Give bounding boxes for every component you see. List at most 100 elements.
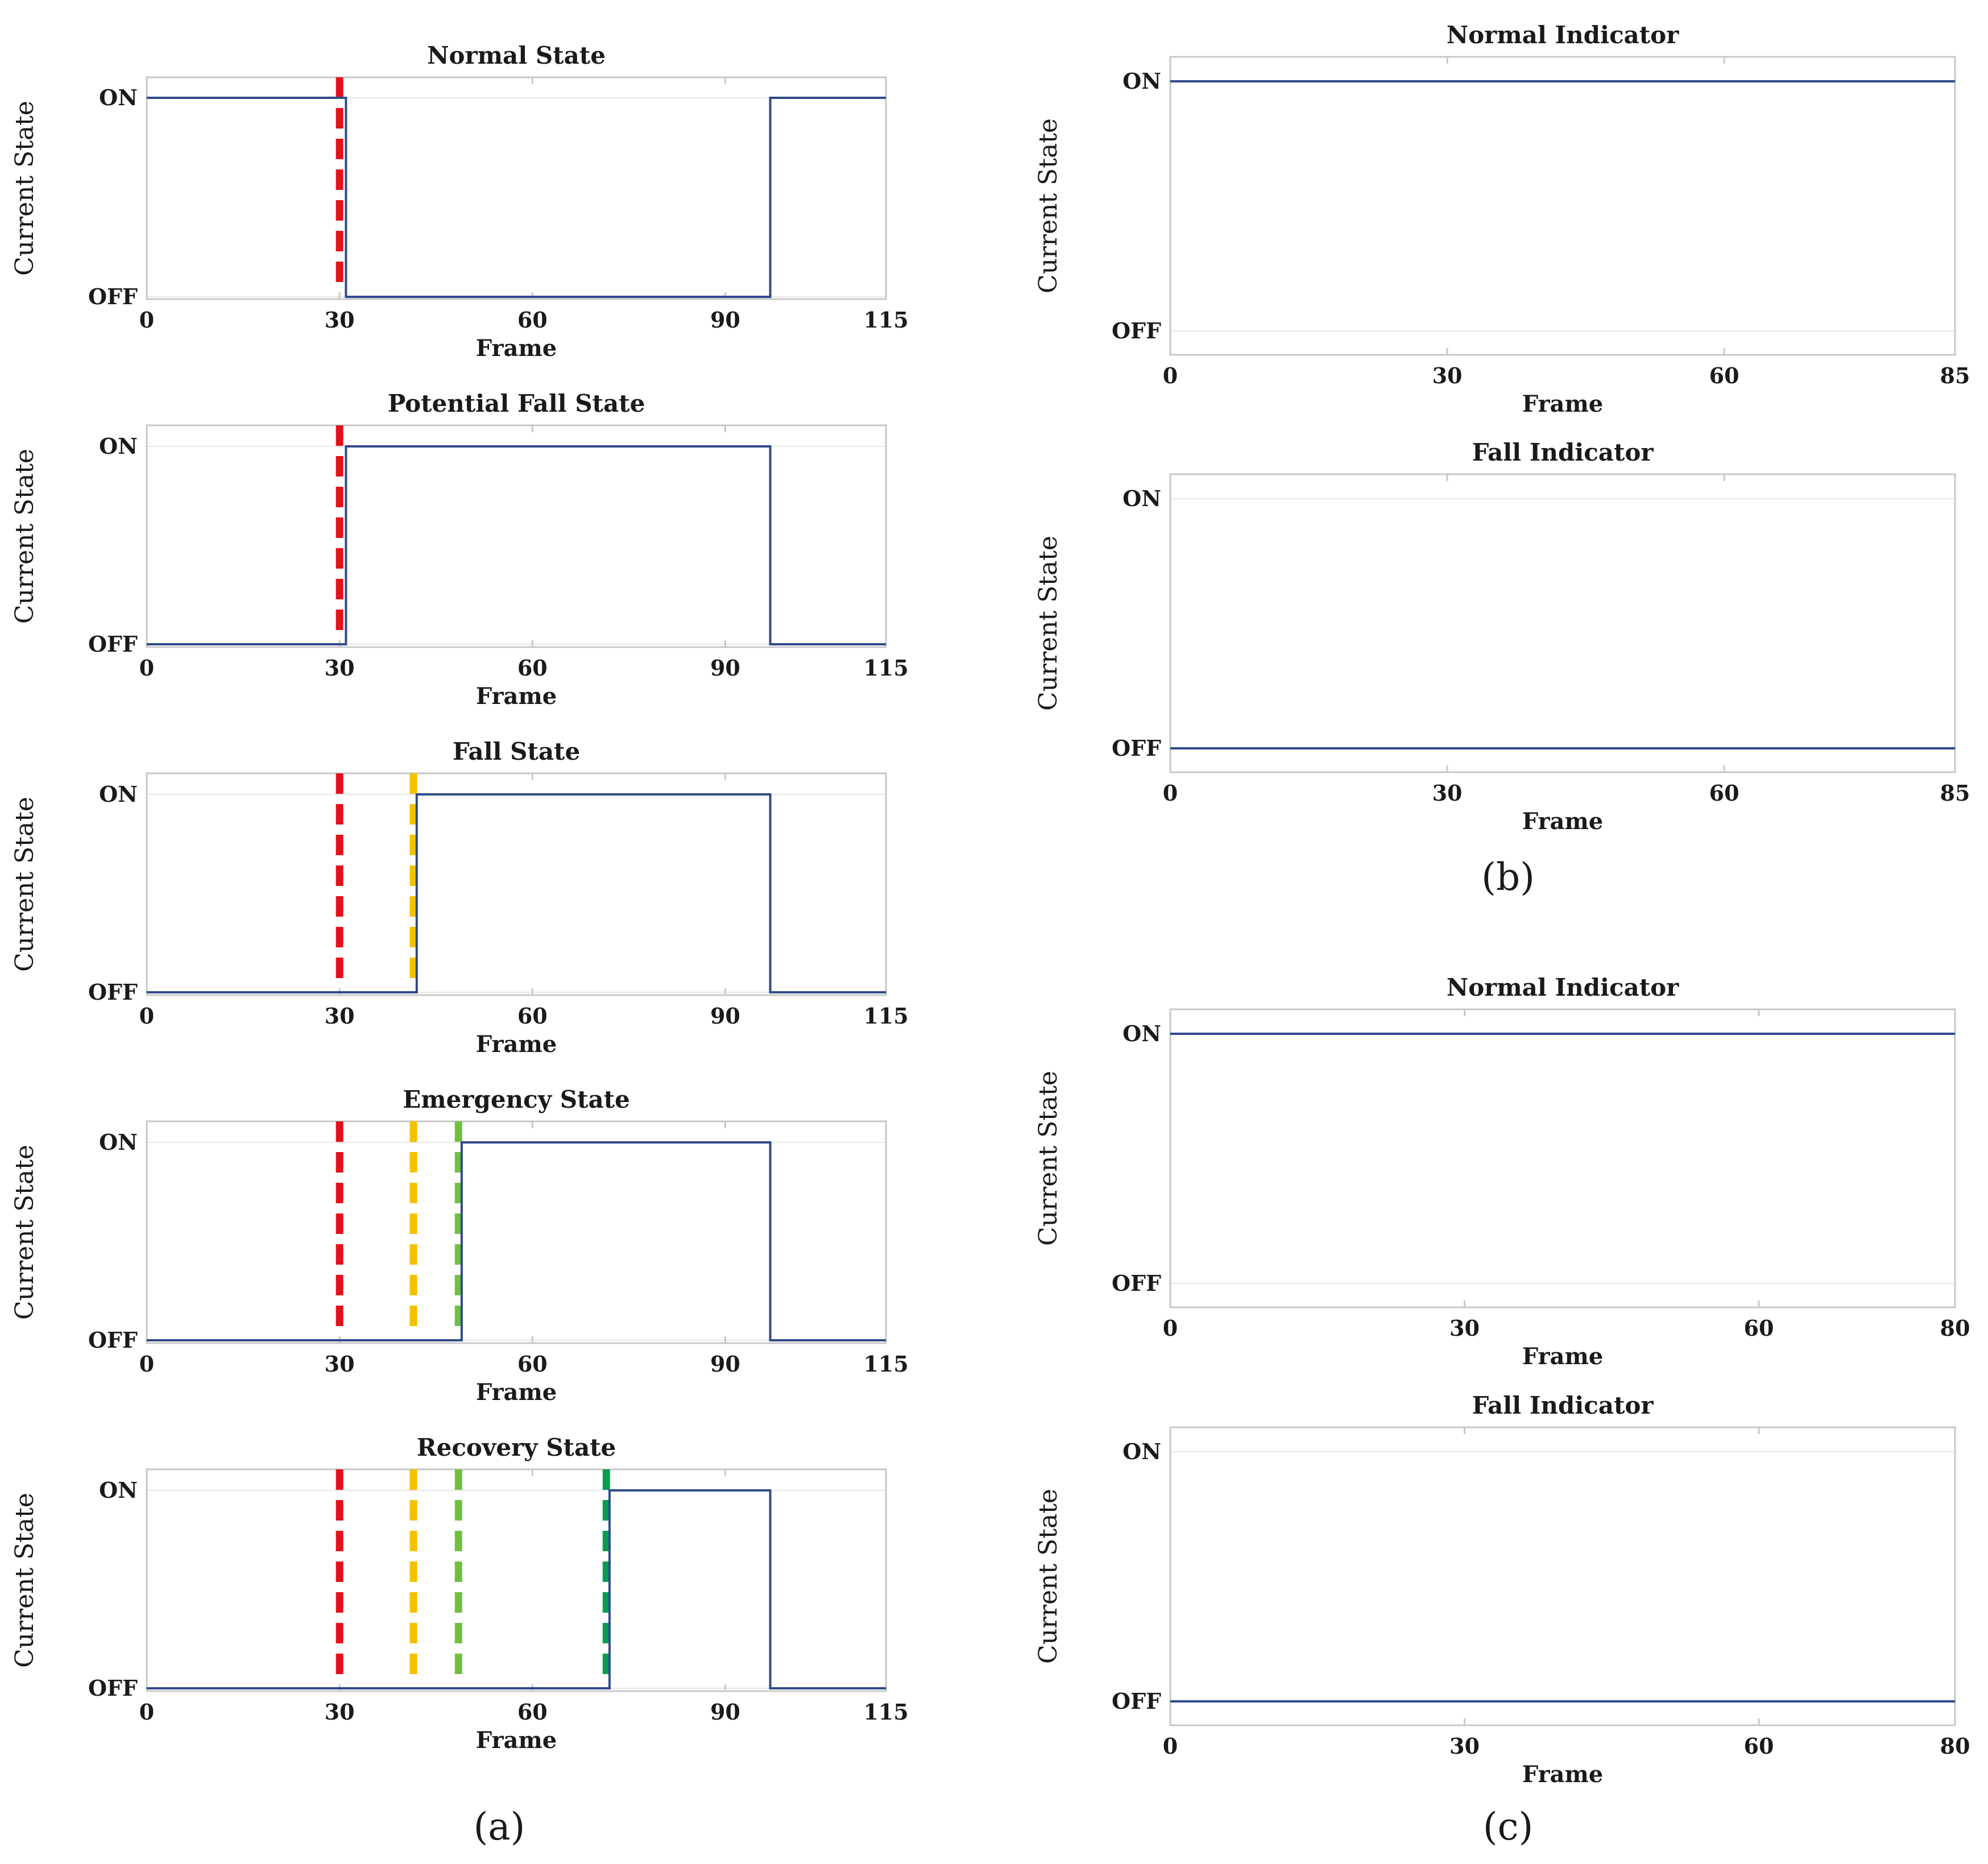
y-axis-label: Current State — [10, 101, 39, 276]
xtick-label: 85 — [1940, 363, 1970, 388]
plot-frame — [1169, 473, 1956, 773]
series-line — [147, 445, 886, 645]
xtick-label: 30 — [1432, 363, 1463, 388]
y-axis-label: Current State — [1034, 1489, 1063, 1664]
chart-title: Normal State — [427, 42, 606, 69]
xtick-label: 30 — [325, 1003, 355, 1029]
plot-frame — [146, 1468, 887, 1692]
chart-title: Fall State — [453, 738, 580, 765]
xtick-label: 0 — [139, 1003, 154, 1029]
ytick-label-on: ON — [99, 433, 138, 459]
xtick-label: 60 — [517, 1003, 548, 1029]
chart-a1: Normal State ON OFF Current State 0 30 60 90 115… — [10, 42, 909, 362]
x-axis-label: Frame — [476, 1379, 557, 1406]
xtick-label: 115 — [863, 1351, 908, 1377]
ytick-label-on: ON — [99, 1129, 138, 1155]
xtick-label: 60 — [1709, 780, 1740, 806]
ytick-label-off: OFF — [1112, 1688, 1161, 1714]
y-axis-label: Current State — [10, 1145, 39, 1320]
x-axis-label: Frame — [1522, 1761, 1603, 1788]
xtick-label: 60 — [517, 655, 548, 681]
ytick-label-on: ON — [1123, 486, 1161, 511]
chart-a3: Fall State ON OFF Current State 0 30 60 90 115 Fr… — [10, 738, 909, 1058]
xtick-label: 30 — [325, 1699, 355, 1725]
chart-title: Normal Indicator — [1447, 974, 1679, 1001]
plot-frame — [1169, 56, 1956, 356]
ytick-label-off: OFF — [1112, 735, 1161, 761]
x-axis-label: Frame — [1522, 1343, 1603, 1370]
xtick-label: 90 — [710, 1351, 740, 1377]
xtick-label: 60 — [1744, 1733, 1774, 1759]
xtick-label: 30 — [1449, 1315, 1480, 1341]
chart-title: Emergency State — [403, 1086, 630, 1113]
chart-title: Normal Indicator — [1447, 21, 1679, 49]
xtick-label: 115 — [863, 1699, 908, 1725]
series-line — [147, 793, 886, 993]
ytick-label-off: OFF — [88, 1675, 138, 1701]
series-line — [147, 1489, 886, 1689]
ytick-label-off: OFF — [88, 979, 138, 1005]
plot-frame — [146, 424, 887, 648]
xtick-label: 0 — [139, 1699, 154, 1725]
ytick-label-on: ON — [1123, 1439, 1161, 1464]
xtick-label: 115 — [863, 1003, 908, 1029]
chart-title: Recovery State — [417, 1434, 616, 1461]
xtick-label: 30 — [1432, 780, 1463, 806]
ytick-label-on: ON — [99, 781, 138, 807]
xtick-label: 60 — [517, 1351, 548, 1377]
xtick-label: 60 — [1744, 1315, 1774, 1341]
xtick-label: 30 — [325, 307, 355, 333]
xtick-label: 0 — [1163, 363, 1178, 388]
chart-title: Fall Indicator — [1472, 438, 1654, 466]
xtick-label: 30 — [1449, 1733, 1480, 1759]
chart-b1: Normal Indicator ON OFF Current State 0 30 60 8… — [1034, 21, 1970, 417]
x-axis-label: Frame — [476, 683, 557, 710]
chart-c2: Fall Indicator ON OFF Current State 0 30 60 80 F… — [1034, 1391, 1970, 1788]
xtick-label: 30 — [325, 655, 355, 681]
ytick-label-off: OFF — [88, 631, 138, 657]
plot-frame — [1169, 1008, 1956, 1308]
plot-frame — [1169, 1426, 1956, 1726]
xtick-label: 0 — [1163, 780, 1178, 806]
chart-a4: Emergency State ON OFF Current State 0 30 60 90… — [10, 1086, 909, 1406]
y-axis-label: Current State — [10, 797, 39, 972]
xtick-label: 60 — [517, 307, 548, 333]
ytick-label-off: OFF — [1112, 318, 1161, 343]
xtick-label: 60 — [517, 1699, 548, 1725]
chart-title: Fall Indicator — [1472, 1391, 1654, 1419]
xtick-label: 0 — [139, 307, 154, 333]
x-axis-label: Frame — [476, 1031, 557, 1058]
panel-label-c: (c) — [1483, 1805, 1533, 1849]
chart-a5: Recovery State ON OFF Current State 0 30 60 90 1… — [10, 1434, 909, 1754]
xtick-label: 60 — [1709, 363, 1740, 388]
chart-title: Potential Fall State — [388, 390, 645, 417]
xtick-label: 0 — [1163, 1733, 1178, 1759]
x-axis-label: Frame — [1522, 808, 1603, 835]
chart-a2: Potential Fall State ON OFF Current State 0 3… — [10, 390, 909, 710]
xtick-label: 80 — [1940, 1315, 1970, 1341]
panel-label-b: (b) — [1481, 855, 1535, 899]
xtick-label: 90 — [710, 307, 740, 333]
x-axis-label: Frame — [476, 1727, 557, 1754]
y-axis-label: Current State — [1034, 536, 1063, 711]
y-axis-label: Current State — [1034, 1071, 1063, 1246]
y-axis-label: Current State — [10, 449, 39, 624]
y-axis-label: Current State — [1034, 118, 1063, 293]
xtick-label: 115 — [863, 655, 908, 681]
chart-c1: Normal Indicator ON OFF Current State 0 30 60 8… — [1034, 974, 1970, 1370]
x-axis-label: Frame — [476, 335, 557, 362]
ytick-label-off: OFF — [1112, 1270, 1161, 1296]
plot-frame — [146, 76, 887, 300]
plot-frame — [146, 1120, 887, 1344]
series-line — [147, 1141, 886, 1341]
ytick-label-on: ON — [99, 1477, 138, 1503]
xtick-label: 30 — [325, 1351, 355, 1377]
xtick-label: 80 — [1940, 1733, 1970, 1759]
xtick-label: 0 — [139, 1351, 154, 1377]
xtick-label: 0 — [1163, 1315, 1178, 1341]
xtick-label: 115 — [863, 307, 908, 333]
ytick-label-on: ON — [1123, 1021, 1161, 1046]
x-axis-label: Frame — [1522, 391, 1603, 417]
panel-label-a: (a) — [474, 1805, 525, 1849]
